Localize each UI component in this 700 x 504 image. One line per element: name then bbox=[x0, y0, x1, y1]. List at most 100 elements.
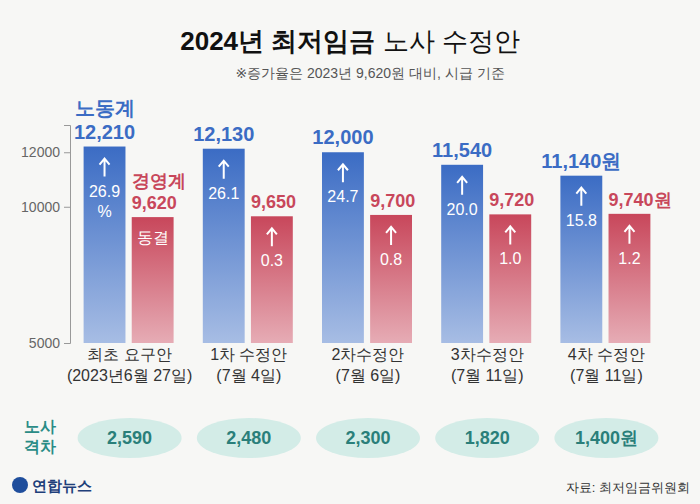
bar bbox=[370, 215, 412, 343]
increase-arrow bbox=[386, 227, 396, 245]
increase-label: 20.0 bbox=[447, 201, 478, 218]
increase-arrow bbox=[624, 226, 634, 244]
gap-value: 2,300 bbox=[345, 428, 390, 448]
x-tick-label: 최초 요구안 (2023년6월 27일) bbox=[67, 346, 192, 384]
text-line: (7월 11일) bbox=[451, 367, 524, 384]
y-tick-mark bbox=[64, 343, 70, 344]
x-tick-label: 4차 수정안 (7월 11일) bbox=[568, 346, 645, 384]
series-name: 경영계 bbox=[132, 171, 186, 191]
text-line: 4차 수정안 bbox=[568, 346, 645, 363]
gap-title: 노사격차 bbox=[24, 418, 56, 455]
gap-badge bbox=[78, 418, 182, 458]
text-line: 동결 bbox=[137, 229, 169, 246]
gap-badge bbox=[316, 418, 420, 458]
x-tick-label: 3차수정안 (7월 11일) bbox=[451, 346, 524, 384]
bar bbox=[560, 176, 602, 343]
background bbox=[0, 0, 700, 504]
text-line: 1차 수정안 bbox=[210, 346, 287, 363]
increase-label: 15.8 bbox=[566, 212, 597, 229]
text-line: 노사 bbox=[24, 418, 56, 435]
y-tick-label: 12000 bbox=[21, 144, 60, 160]
text-line: 20.0 bbox=[447, 201, 478, 218]
data-labels: 12,210노동계26.9%12,13026.112,00024.711,540… bbox=[74, 97, 672, 270]
chart-container: 2024년 최저임금 노사 수정안 ※증가율은 2023년 9,620원 대비, … bbox=[0, 0, 700, 504]
x-tick-label: 2차수정안 (7월 6일) bbox=[332, 346, 405, 384]
value-label: 9,720 bbox=[489, 190, 534, 210]
bar bbox=[132, 217, 174, 343]
text-line: 1.2 bbox=[618, 250, 640, 267]
bars bbox=[84, 147, 651, 343]
y-axis: 5000 10000 12000 bbox=[21, 126, 70, 351]
text-line: (7월 6일) bbox=[336, 367, 401, 384]
text-line: 최초 요구안 bbox=[87, 346, 171, 363]
value-label: 12,210 bbox=[74, 121, 135, 143]
subtitle: ※증가율은 2023년 9,620원 대비, 시급 기준 bbox=[235, 65, 504, 81]
increase-label: 26.9% bbox=[89, 183, 120, 220]
bar bbox=[203, 149, 245, 343]
gap-value: 1,400원 bbox=[575, 428, 638, 448]
text-line: 2차수정안 bbox=[332, 346, 405, 363]
x-tick-label: 1차 수정안 (7월 4일) bbox=[210, 346, 287, 384]
bar bbox=[84, 147, 126, 343]
value-label: 9,700 bbox=[370, 191, 415, 211]
gap-value: 1,820 bbox=[465, 428, 510, 448]
increase-arrow bbox=[576, 188, 586, 206]
logo-icon bbox=[12, 477, 28, 493]
increase-label: 1.2 bbox=[618, 250, 640, 267]
gap-row: 노사격차 2,590 2,480 2,300 1,820 1,400원 bbox=[24, 418, 658, 458]
bar bbox=[251, 216, 293, 343]
value-label: 9,650 bbox=[251, 192, 296, 212]
text-line: 격차 bbox=[24, 438, 56, 455]
value-label: 9,620 bbox=[132, 193, 177, 213]
increase-arrow bbox=[100, 159, 110, 177]
increase-arrow bbox=[457, 177, 467, 195]
title-bold: 2024년 최저임금 bbox=[180, 26, 375, 56]
text-line: % bbox=[97, 203, 111, 220]
increase-label: 0.8 bbox=[380, 251, 402, 268]
gap-value: 2,590 bbox=[107, 428, 152, 448]
y-tick: 5000 bbox=[29, 335, 70, 351]
x-axis-labels: 최초 요구안 (2023년6월 27일) 1차 수정안 (7월 4일) 2차수정안 (7월… bbox=[67, 346, 645, 384]
bar bbox=[322, 152, 364, 343]
value-label: 12,130 bbox=[193, 123, 254, 145]
title-normal: 노사 수정안 bbox=[375, 26, 519, 56]
text-line: 26.1 bbox=[208, 185, 239, 202]
value-label: 11,140원 bbox=[541, 150, 621, 172]
gap-value: 2,480 bbox=[226, 428, 271, 448]
title: 2024년 최저임금 노사 수정안 bbox=[180, 26, 520, 56]
increase-arrow bbox=[505, 226, 515, 244]
gap-badge bbox=[435, 418, 539, 458]
text-line: 1.0 bbox=[499, 250, 521, 267]
logo: 연합뉴스 bbox=[32, 477, 92, 494]
increase-label: 0.3 bbox=[261, 252, 283, 269]
text-line: (7월 4일) bbox=[216, 367, 281, 384]
bar bbox=[489, 214, 531, 343]
text-line: (2023년6월 27일) bbox=[67, 367, 192, 384]
series-name: 노동계 bbox=[75, 97, 135, 119]
value-label: 11,540 bbox=[432, 139, 492, 161]
increase-label: 동결 bbox=[137, 229, 169, 246]
increase-arrow bbox=[219, 161, 229, 179]
y-tick: 10000 bbox=[21, 199, 70, 215]
source: 자료: 최저임금위원회 bbox=[566, 480, 690, 495]
text-line: (7월 11일) bbox=[570, 367, 643, 384]
increase-label: 26.1 bbox=[208, 185, 239, 202]
chart-svg: 2024년 최저임금 노사 수정안 ※증가율은 2023년 9,620원 대비, … bbox=[0, 0, 700, 504]
y-tick: 12000 bbox=[21, 144, 70, 160]
text-line: 0.8 bbox=[380, 251, 402, 268]
text-line: 15.8 bbox=[566, 212, 597, 229]
gap-badge bbox=[197, 418, 301, 458]
text-line: 26.9 bbox=[89, 183, 120, 200]
y-tick-label: 10000 bbox=[21, 199, 60, 215]
y-axis-line bbox=[64, 126, 71, 344]
text-line: 24.7 bbox=[327, 188, 358, 205]
bar bbox=[609, 214, 651, 343]
y-tick-mark bbox=[64, 152, 70, 153]
bar bbox=[441, 165, 483, 343]
text-line: 3차수정안 bbox=[451, 346, 524, 363]
increase-label: 1.0 bbox=[499, 250, 521, 267]
y-tick-label: 5000 bbox=[29, 335, 60, 351]
value-label: 9,740원 bbox=[609, 190, 672, 210]
increase-arrow bbox=[267, 228, 277, 246]
increase-label: 24.7 bbox=[327, 188, 358, 205]
